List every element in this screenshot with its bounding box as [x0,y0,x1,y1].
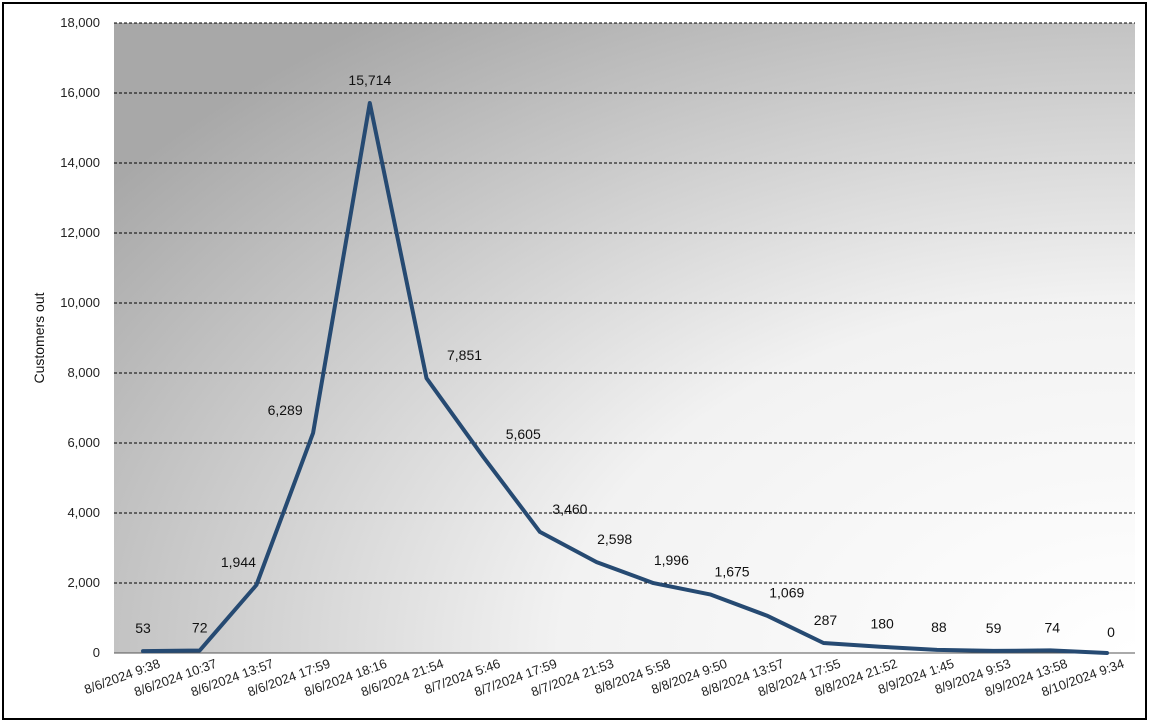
line-chart: 0 2,000 4,000 6,000 8,000 10,000 12,000 14,000 1… [31,15,1135,700]
y-tick-label: 14,000 [60,155,100,170]
y-tick-label: 8,000 [67,365,100,380]
y-tick-label: 0 [93,645,100,660]
data-label: 6,289 [268,402,303,418]
y-tick-label: 10,000 [60,295,100,310]
data-labels: 53 72 1,944 6,289 15,714 7,851 5,605 3,460 2,598… [135,72,1115,640]
data-label: 287 [814,612,838,628]
data-label: 180 [870,616,894,632]
gridlines [114,22,1135,584]
data-label: 0 [1107,624,1115,640]
y-tick-label: 18,000 [60,15,100,30]
y-tick-label: 4,000 [67,505,100,520]
y-axis-title: Customers out [31,292,47,383]
y-tick-label: 12,000 [60,225,100,240]
x-axis-ticks: 8/6/2024 9:388/6/2024 10:378/6/2024 13:5… [82,656,1126,700]
plot-area [114,23,1135,653]
data-label: 72 [192,619,208,635]
series-line [141,101,1109,655]
data-label: 1,069 [769,585,804,601]
y-tick-label: 16,000 [60,85,100,100]
y-tick-label: 6,000 [67,435,100,450]
y-axis-ticks: 0 2,000 4,000 6,000 8,000 10,000 12,000 14,000 1… [60,15,100,660]
data-label: 2,598 [597,531,632,547]
data-label: 1,996 [654,552,689,568]
data-label: 3,460 [552,501,587,517]
data-label: 74 [1045,619,1061,635]
data-label: 53 [135,620,151,636]
data-label: 59 [986,620,1002,636]
data-label: 5,605 [506,426,541,442]
data-label: 88 [931,619,947,635]
data-label: 7,851 [447,347,482,363]
data-label: 15,714 [348,72,391,88]
data-label: 1,675 [715,563,750,579]
data-label: 1,944 [221,554,256,570]
y-tick-label: 2,000 [67,575,100,590]
